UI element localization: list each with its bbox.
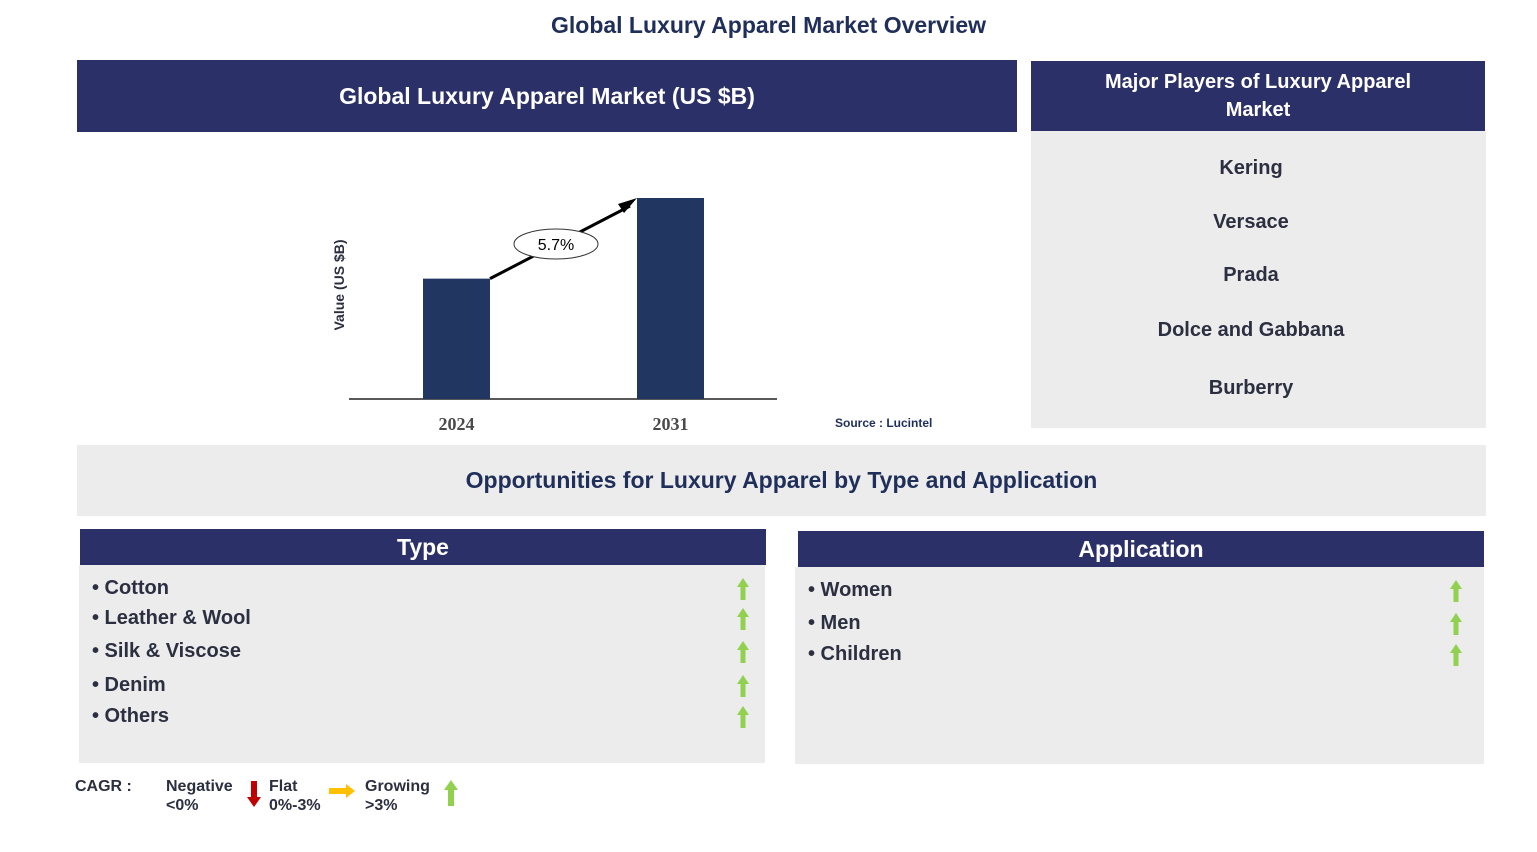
legend-growing: Growing >3%: [365, 777, 430, 815]
arrow-up-green-icon: [1450, 613, 1462, 635]
arrow-up-green-icon: [737, 675, 749, 697]
application-panel: [795, 567, 1484, 764]
type-item: • Cotton: [92, 577, 169, 599]
source-label: Source : Lucintel: [835, 416, 932, 430]
legend-flat-label: Flat: [269, 778, 298, 795]
arrow-up-green-icon: [1450, 580, 1462, 602]
bar-2031: [637, 198, 704, 399]
type-item: • Silk & Viscose: [92, 640, 241, 662]
type-panel: [79, 565, 765, 763]
legend-negative: Negative <0%: [166, 777, 233, 815]
arrow-up-green-icon: [737, 578, 749, 600]
arrow-down-red-icon: [247, 781, 261, 807]
player-item: Dolce and Gabbana: [1157, 319, 1345, 341]
legend-flat-range: 0%-3%: [269, 797, 321, 814]
x-tick-label: 2031: [653, 414, 689, 434]
type-item: • Denim: [92, 674, 166, 696]
players-panel: [1031, 131, 1486, 428]
market-header: Global Luxury Apparel Market (US $B): [77, 60, 1017, 132]
legend-growing-label: Growing: [365, 778, 430, 795]
application-header: Application: [798, 531, 1484, 567]
opportunities-title: Opportunities for Luxury Apparel by Type…: [77, 445, 1486, 516]
page-title: Global Luxury Apparel Market Overview: [550, 12, 986, 38]
legend-flat: Flat 0%-3%: [269, 777, 321, 815]
application-item: • Children: [808, 643, 902, 665]
legend-label: CAGR :: [75, 778, 132, 795]
player-item: Versace: [1213, 211, 1289, 233]
arrow-up-green-icon: [737, 706, 749, 728]
player-item: Kering: [1219, 157, 1283, 179]
players-header: Major Players of Luxury Apparel Market: [1031, 61, 1485, 131]
cagr-bubble: [513, 228, 599, 260]
application-item: • Women: [808, 579, 893, 601]
type-item: • Others: [92, 705, 170, 727]
player-item: Prada: [1223, 264, 1279, 286]
legend-growing-range: >3%: [365, 797, 398, 814]
y-axis-label: Value (US $B): [331, 239, 347, 330]
x-tick-label: 2024: [439, 414, 475, 434]
bar-2024: [423, 278, 490, 399]
cagr-arrowhead: [618, 198, 637, 213]
cagr-label: 5.7%: [538, 237, 574, 254]
legend-negative-label: Negative: [166, 778, 233, 795]
arrow-up-green-icon: [737, 641, 749, 663]
type-item: • Leather & Wool: [92, 607, 251, 629]
arrow-up-green-icon: [737, 608, 749, 630]
arrow-up-green-icon: [1450, 644, 1462, 666]
application-item: • Men: [808, 612, 861, 634]
arrow-up-green-icon: [444, 780, 458, 806]
arrow-right-yellow-icon: [329, 784, 355, 798]
bar-chart: Value (US $B) 2024 2031 5.7% Source : Luc…: [331, 198, 932, 434]
type-header: Type: [80, 529, 766, 565]
legend-negative-range: <0%: [166, 797, 199, 814]
player-item: Burberry: [1208, 377, 1294, 399]
